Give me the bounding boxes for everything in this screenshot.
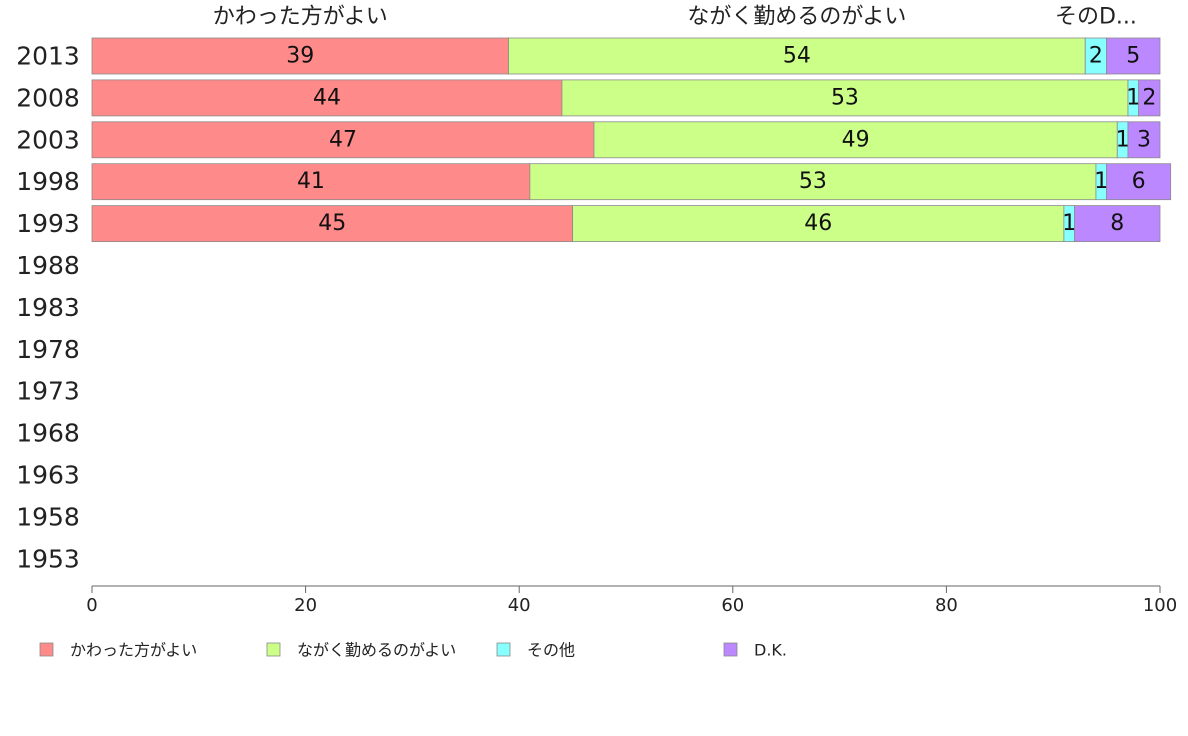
legend-swatch-2 [496, 642, 511, 657]
bar-segment-2003-s0 [91, 121, 595, 159]
top-series-label-1: ながく勤めるのがよい [687, 5, 906, 30]
bar-value-label-1993-s3: 8 [1110, 211, 1124, 236]
bar-value-label-1993-s2: 1 [1062, 211, 1076, 236]
legend-label-3: D.K. [754, 641, 787, 660]
bar-value-label-2013-s0: 39 [286, 44, 314, 69]
legend-swatch-0 [39, 642, 54, 657]
year-label-1978: 1978 [16, 335, 80, 364]
x-tick-label-20: 20 [294, 595, 317, 616]
bar-segment-1998-s3 [1106, 163, 1172, 201]
bars: 39 54 2 544 53 1 247 49 1 341 53 1 645 46 1 8 [91, 37, 1172, 243]
bar-value-label-2008-s3: 2 [1142, 85, 1156, 110]
bar-segment-2003-s3 [1127, 121, 1161, 159]
x-axis: 0 20 40 60 80 100 [86, 585, 1177, 616]
year-label-1983: 1983 [16, 293, 80, 322]
legend: かわった方がよい ながく勤めるのがよい その他 D.K. [39, 641, 787, 660]
bar-segment-2008-s1 [561, 79, 1129, 117]
top-series-label-2: そのD... [1055, 5, 1137, 30]
year-label-2003: 2003 [16, 125, 80, 154]
year-label-1988: 1988 [16, 251, 80, 280]
legend-swatch-3 [723, 642, 738, 657]
top-series-labels: かわった方がよい ながく勤めるのがよい そのD... [213, 5, 1137, 30]
year-label-1968: 1968 [16, 419, 80, 448]
bar-segment-1998-s1 [529, 163, 1097, 201]
bar-value-label-1998-s1: 53 [799, 169, 827, 194]
bar-value-label-2013-s1: 54 [783, 44, 811, 69]
year-labels: 2013 2008 2003 1998 1993 1988 1983 1978 1973 1968… [16, 42, 80, 574]
bar-value-label-2008-s2: 1 [1126, 85, 1140, 110]
legend-label-0: かわった方がよい [70, 641, 197, 660]
legend-label-1: ながく勤めるのがよい [297, 641, 456, 660]
year-label-1998: 1998 [16, 167, 80, 196]
bar-value-label-2003-s2: 1 [1116, 127, 1130, 152]
x-tick-label-100: 100 [1143, 595, 1177, 616]
bar-segment-1998-s0 [91, 163, 531, 201]
bar-segment-1993-s1 [572, 205, 1065, 243]
legend-swatch-1 [266, 642, 281, 657]
bar-value-label-2008-s0: 44 [313, 85, 341, 110]
bar-segment-2013-s3 [1106, 37, 1161, 75]
year-label-2008: 2008 [16, 83, 80, 112]
bar-value-label-2003-s3: 3 [1137, 127, 1151, 152]
bar-segment-2003-s1 [593, 121, 1118, 159]
bar-value-label-2013-s2: 2 [1089, 44, 1103, 69]
year-label-2013: 2013 [16, 42, 80, 71]
x-tick-label-60: 60 [721, 595, 744, 616]
bar-value-label-2003-s0: 47 [329, 127, 357, 152]
year-label-1953: 1953 [16, 544, 80, 573]
x-tick-label-40: 40 [508, 595, 531, 616]
bar-value-label-1993-s0: 45 [318, 211, 346, 236]
bar-segment-2013-s0 [91, 37, 509, 75]
year-label-1973: 1973 [16, 377, 80, 406]
bar-segment-2013-s1 [508, 37, 1086, 75]
bar-value-label-1998-s2: 1 [1094, 169, 1108, 194]
bar-value-label-1998-s3: 6 [1132, 169, 1146, 194]
bar-segment-2008-s3 [1138, 79, 1161, 117]
bar-segment-1993-s0 [91, 205, 574, 243]
x-tick-label-80: 80 [935, 595, 958, 616]
year-label-1993: 1993 [16, 209, 80, 238]
bar-value-label-2008-s1: 53 [831, 85, 859, 110]
legend-label-2: その他 [527, 641, 575, 660]
bar-segment-2008-s0 [91, 79, 563, 117]
bar-segment-1993-s3 [1074, 205, 1161, 243]
bar-value-label-2013-s3: 5 [1126, 44, 1140, 69]
bar-value-label-2003-s1: 49 [842, 127, 870, 152]
bar-value-label-1998-s0: 41 [297, 169, 325, 194]
top-series-label-0: かわった方がよい [213, 5, 388, 30]
year-label-1963: 1963 [16, 461, 80, 490]
x-tick-label-0: 0 [86, 595, 97, 616]
year-label-1958: 1958 [16, 502, 80, 531]
bar-value-label-1993-s1: 46 [804, 211, 832, 236]
